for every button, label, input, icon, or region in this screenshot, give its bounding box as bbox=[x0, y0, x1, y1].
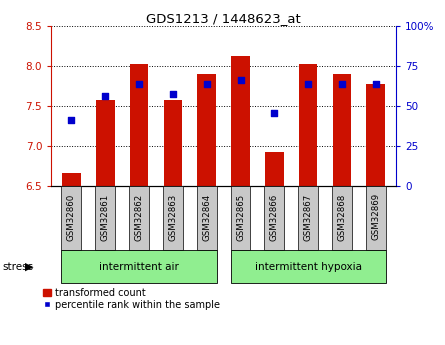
Point bbox=[203, 81, 210, 86]
Point bbox=[102, 94, 109, 99]
Point bbox=[237, 77, 244, 82]
Bar bbox=[231, 250, 386, 283]
Point bbox=[68, 117, 75, 122]
Point bbox=[304, 82, 311, 87]
Text: GSM32865: GSM32865 bbox=[236, 193, 245, 240]
Bar bbox=[96, 100, 114, 186]
Bar bbox=[62, 172, 81, 186]
Text: GSM32863: GSM32863 bbox=[168, 193, 178, 240]
Point bbox=[271, 110, 278, 115]
Bar bbox=[61, 186, 81, 250]
Bar bbox=[130, 65, 148, 186]
Bar bbox=[129, 186, 149, 250]
Bar bbox=[264, 186, 284, 250]
Bar bbox=[198, 74, 216, 186]
Text: ▶: ▶ bbox=[24, 262, 33, 272]
Point bbox=[372, 82, 379, 87]
Bar bbox=[299, 65, 317, 186]
Bar bbox=[164, 100, 182, 186]
Bar bbox=[95, 186, 115, 250]
Text: GSM32867: GSM32867 bbox=[303, 193, 313, 240]
Text: intermittent hypoxia: intermittent hypoxia bbox=[255, 262, 362, 272]
Title: GDS1213 / 1448623_at: GDS1213 / 1448623_at bbox=[146, 12, 301, 25]
Bar bbox=[333, 74, 351, 186]
Bar bbox=[367, 83, 385, 186]
Text: stress: stress bbox=[2, 262, 33, 272]
Point bbox=[136, 81, 143, 86]
Point bbox=[338, 82, 345, 87]
Bar bbox=[61, 250, 217, 283]
Text: intermittent air: intermittent air bbox=[99, 262, 179, 272]
Bar bbox=[366, 186, 386, 250]
Text: GSM32866: GSM32866 bbox=[270, 193, 279, 240]
Text: GSM32862: GSM32862 bbox=[134, 193, 144, 240]
Bar bbox=[265, 152, 283, 186]
Text: GSM32861: GSM32861 bbox=[101, 193, 110, 240]
Bar bbox=[197, 186, 217, 250]
Text: GSM32860: GSM32860 bbox=[67, 193, 76, 240]
Text: GSM32864: GSM32864 bbox=[202, 193, 211, 240]
Bar bbox=[332, 186, 352, 250]
Bar bbox=[231, 186, 251, 250]
Bar bbox=[163, 186, 183, 250]
Text: GSM32868: GSM32868 bbox=[337, 193, 347, 240]
Bar bbox=[231, 56, 250, 186]
Legend: transformed count, percentile rank within the sample: transformed count, percentile rank withi… bbox=[43, 288, 220, 310]
Text: GSM32869: GSM32869 bbox=[371, 194, 380, 240]
Bar bbox=[298, 186, 318, 250]
Point bbox=[170, 91, 177, 97]
